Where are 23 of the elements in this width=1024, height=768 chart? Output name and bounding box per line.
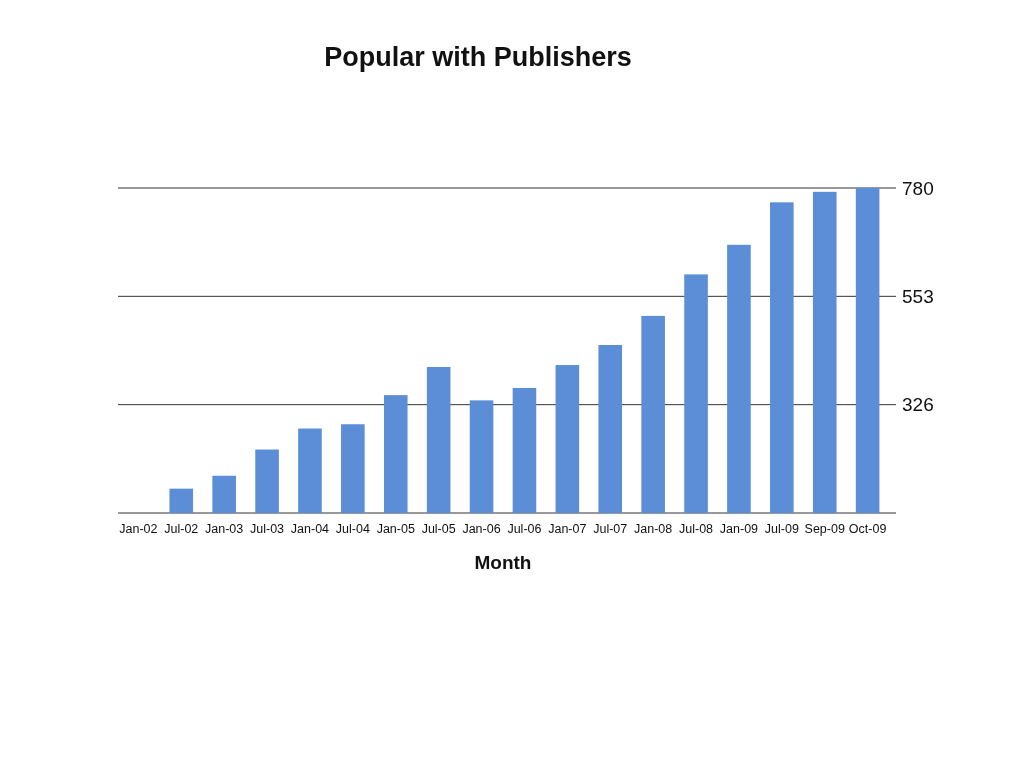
y-tick-label: 780 [902,177,934,199]
x-tick-label: Jul-03 [250,522,285,536]
x-tick-label: Jan-03 [205,522,244,536]
x-tick-label: Jul-07 [593,522,628,536]
x-tick-label: Jul-02 [164,522,199,536]
x-tick-label: Jul-08 [679,522,714,536]
y-tick-label: 326 [902,394,934,416]
x-tick-label: Jan-06 [462,522,501,536]
x-tick-label: Jan-02 [119,522,158,536]
x-tick-label: Jul-09 [764,522,799,536]
y-tick-label: 553 [902,285,934,307]
x-tick-label: Jan-05 [376,522,415,536]
x-tick-label: Oct-09 [848,522,887,536]
x-tick-label: Jan-07 [548,522,587,536]
x-tick-label: Jul-06 [507,522,542,536]
x-axis-title: Month [474,552,532,573]
x-tick-label: Jul-04 [335,522,370,536]
x-tick-label: Jan-08 [634,522,673,536]
x-tick-label: Sep-09 [804,522,845,536]
x-tick-label: Jul-05 [421,522,456,536]
x-tick-label: Jan-09 [719,522,759,536]
x-tick-label: Jan-04 [290,522,330,536]
chart-title: Popular with Publishers [324,42,632,72]
